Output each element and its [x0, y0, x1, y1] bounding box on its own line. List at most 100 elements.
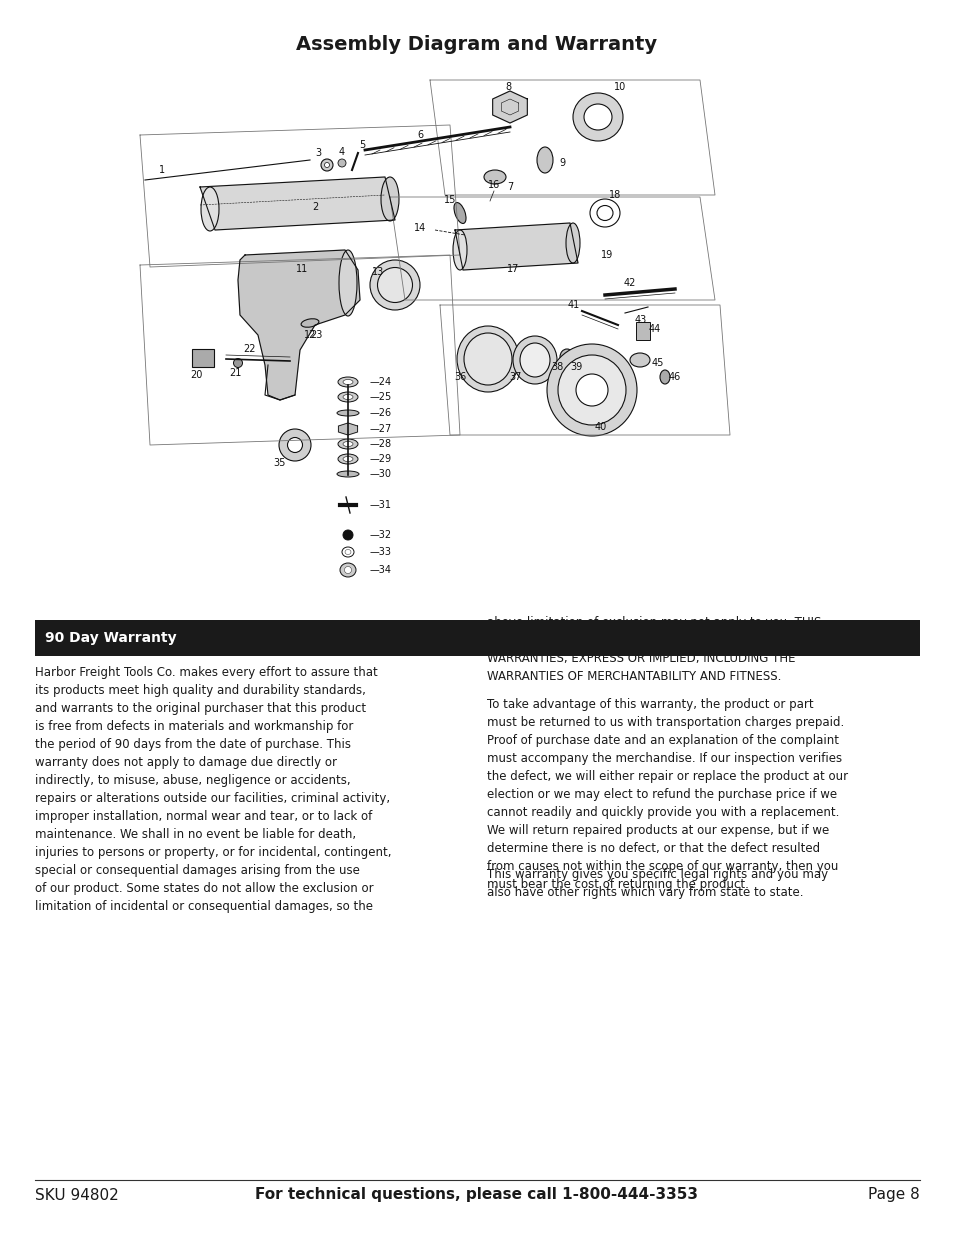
Text: Page 8: Page 8 — [867, 1188, 919, 1203]
Ellipse shape — [583, 104, 612, 130]
Ellipse shape — [336, 410, 358, 416]
Ellipse shape — [339, 563, 355, 577]
Text: Assembly Diagram and Warranty: Assembly Diagram and Warranty — [296, 35, 657, 54]
Ellipse shape — [287, 437, 302, 452]
Text: 11: 11 — [295, 264, 308, 274]
Text: 4: 4 — [338, 147, 345, 157]
Ellipse shape — [576, 374, 607, 406]
Text: 40: 40 — [595, 422, 606, 432]
Ellipse shape — [337, 454, 357, 464]
Polygon shape — [492, 91, 527, 124]
Text: 42: 42 — [623, 278, 636, 288]
Text: 44: 44 — [648, 324, 660, 333]
Text: 3: 3 — [314, 148, 321, 158]
Text: above limitation of exclusion may not apply to you. THIS
WARRANTY IS EXPRESSLY I: above limitation of exclusion may not ap… — [486, 616, 821, 683]
Text: Harbor Freight Tools Co. makes every effort to assure that
its products meet hig: Harbor Freight Tools Co. makes every eff… — [35, 666, 391, 913]
Text: 19: 19 — [600, 249, 613, 261]
FancyBboxPatch shape — [636, 322, 649, 340]
Ellipse shape — [233, 358, 242, 368]
Text: 17: 17 — [506, 264, 518, 274]
Ellipse shape — [483, 170, 505, 184]
Text: 8: 8 — [504, 82, 511, 91]
Text: 39: 39 — [569, 362, 581, 372]
Ellipse shape — [201, 186, 219, 231]
Text: 90 Day Warranty: 90 Day Warranty — [45, 631, 176, 645]
Text: 38: 38 — [550, 362, 562, 372]
Ellipse shape — [341, 547, 354, 557]
Text: —31: —31 — [370, 500, 392, 510]
Text: 36: 36 — [454, 372, 466, 382]
Polygon shape — [200, 177, 395, 230]
Ellipse shape — [337, 159, 346, 167]
Text: SKU 94802: SKU 94802 — [35, 1188, 118, 1203]
Text: 18: 18 — [608, 190, 620, 200]
Text: —33: —33 — [370, 547, 392, 557]
Text: —32: —32 — [370, 530, 392, 540]
Ellipse shape — [454, 203, 465, 224]
Text: 16: 16 — [487, 180, 499, 190]
Ellipse shape — [344, 567, 351, 573]
Text: 21: 21 — [229, 368, 241, 378]
Ellipse shape — [575, 351, 584, 363]
Ellipse shape — [558, 354, 625, 425]
Ellipse shape — [659, 370, 669, 384]
Text: —34: —34 — [370, 564, 392, 576]
Text: —28: —28 — [370, 438, 392, 450]
Ellipse shape — [537, 147, 553, 173]
Text: 20: 20 — [190, 370, 202, 380]
Text: 15: 15 — [443, 195, 456, 205]
Text: —30: —30 — [370, 469, 392, 479]
Ellipse shape — [343, 530, 353, 540]
Ellipse shape — [301, 319, 318, 327]
Text: 23: 23 — [310, 330, 322, 340]
Text: 35: 35 — [274, 458, 286, 468]
Text: —26: —26 — [370, 408, 392, 417]
Ellipse shape — [380, 177, 398, 221]
Text: 45: 45 — [651, 358, 663, 368]
Ellipse shape — [463, 333, 512, 385]
Polygon shape — [338, 424, 357, 435]
Ellipse shape — [336, 471, 358, 477]
Text: 13: 13 — [372, 267, 384, 277]
Ellipse shape — [565, 224, 579, 263]
Ellipse shape — [278, 429, 311, 461]
Ellipse shape — [629, 353, 649, 367]
Ellipse shape — [513, 336, 557, 384]
Text: 37: 37 — [509, 372, 521, 382]
Ellipse shape — [324, 163, 329, 168]
Ellipse shape — [337, 438, 357, 450]
Text: 10: 10 — [613, 82, 625, 91]
Polygon shape — [455, 224, 578, 270]
Text: —29: —29 — [370, 454, 392, 464]
Text: This warranty gives you specific legal rights and you may
also have other rights: This warranty gives you specific legal r… — [486, 868, 827, 899]
Text: 22: 22 — [244, 345, 256, 354]
Text: 7: 7 — [506, 182, 513, 191]
Ellipse shape — [343, 441, 353, 447]
Ellipse shape — [337, 377, 357, 387]
Ellipse shape — [343, 457, 353, 462]
Text: 6: 6 — [416, 130, 422, 140]
Text: —24: —24 — [370, 377, 392, 387]
Text: To take advantage of this warranty, the product or part
must be returned to us w: To take advantage of this warranty, the … — [486, 698, 847, 890]
Ellipse shape — [456, 326, 518, 391]
Text: 1: 1 — [159, 165, 165, 175]
Text: 9: 9 — [558, 158, 564, 168]
Ellipse shape — [343, 394, 353, 399]
Ellipse shape — [320, 159, 333, 170]
Text: —25: —25 — [370, 391, 392, 403]
Text: 41: 41 — [567, 300, 579, 310]
Ellipse shape — [338, 249, 356, 316]
Polygon shape — [237, 249, 359, 400]
Ellipse shape — [519, 343, 550, 377]
Ellipse shape — [546, 345, 637, 436]
Text: 2: 2 — [312, 203, 317, 212]
Ellipse shape — [311, 278, 325, 291]
Text: —27: —27 — [370, 424, 392, 433]
Ellipse shape — [573, 93, 622, 141]
Text: 14: 14 — [414, 224, 426, 233]
Ellipse shape — [597, 205, 613, 221]
Text: 12: 12 — [303, 330, 315, 340]
Ellipse shape — [377, 268, 412, 303]
Ellipse shape — [304, 270, 332, 299]
Ellipse shape — [453, 230, 467, 270]
